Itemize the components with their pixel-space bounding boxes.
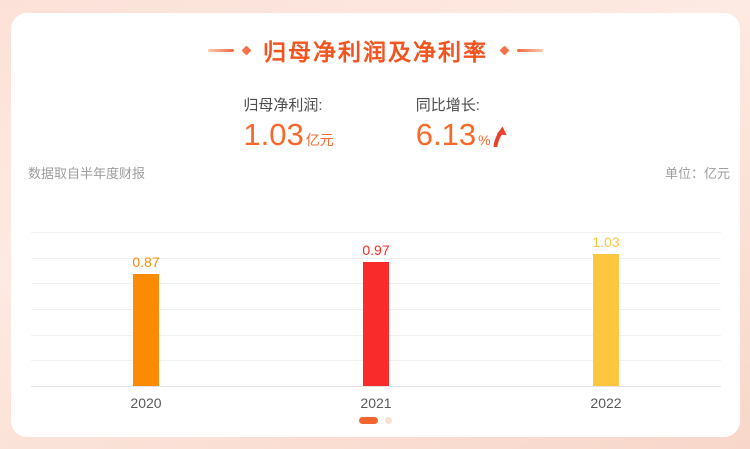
title-decor-line-left xyxy=(208,48,234,52)
chart-title-row: 归母净利润及净利率 xyxy=(11,33,740,67)
unit-note: 单位：亿元 xyxy=(664,166,730,181)
title-decor-line-right xyxy=(517,48,543,52)
bar-value-label: 0.97 xyxy=(362,242,390,258)
bar-2022[interactable] xyxy=(593,254,619,386)
stat-net-profit: 归母净利润: 1.03 亿元 xyxy=(243,94,333,151)
net-profit-value: 1.03 xyxy=(243,117,304,152)
carousel-pagination xyxy=(11,417,740,424)
yoy-growth-label: 同比增长: xyxy=(415,97,480,114)
trend-up-arrow-icon xyxy=(492,126,508,152)
stat-yoy-growth: 同比增长: 6.13 % xyxy=(416,94,508,151)
yoy-growth-unit: % xyxy=(478,132,491,148)
bar-2021[interactable] xyxy=(363,262,389,386)
title-decor-diamond-left xyxy=(241,45,252,55)
x-axis-label: 2020 xyxy=(130,395,162,411)
x-axis-label: 2021 xyxy=(360,395,392,411)
gridline xyxy=(31,232,721,233)
yoy-growth-value: 6.13 xyxy=(415,117,477,152)
bar-value-label: 1.03 xyxy=(592,234,620,250)
gridline xyxy=(31,386,721,387)
bar-2020[interactable] xyxy=(133,274,159,386)
x-axis-label: 2022 xyxy=(590,395,622,411)
net-profit-unit: 亿元 xyxy=(305,132,334,148)
notes-row: 数据取自半年度财报 单位：亿元 xyxy=(28,163,730,182)
page-title: 归母净利润及净利率 xyxy=(263,39,488,65)
pagination-dot[interactable] xyxy=(385,417,392,424)
stats-row: 归母净利润: 1.03 亿元 同比增长: 6.13 % xyxy=(11,94,740,151)
net-profit-label: 归母净利润: xyxy=(243,97,323,114)
bar-value-label: 0.87 xyxy=(132,254,160,270)
report-card: 归母净利润及净利率 归母净利润: 1.03 亿元 同比增长: 6.13 % xyxy=(11,13,740,437)
gridline xyxy=(31,257,721,259)
pagination-dot-active[interactable] xyxy=(359,417,378,424)
bar-chart: 0.87 2020 0.97 2021 1.03 2022 xyxy=(31,232,721,411)
data-source-note: 数据取自半年度财报 xyxy=(28,166,146,181)
title-decor-diamond-right xyxy=(499,45,510,55)
